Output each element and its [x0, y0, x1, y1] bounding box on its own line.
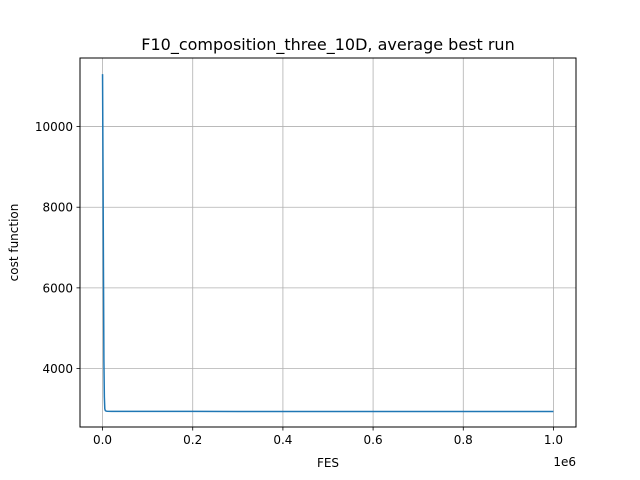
plot-lines [101, 74, 554, 413]
y-tick-label: 4000 [42, 362, 73, 376]
x-axis-offset-label: 1e6 [553, 455, 576, 469]
x-axis-label: FES [317, 456, 339, 470]
plot-frame [79, 57, 577, 428]
x-tick-label: 0.4 [273, 433, 292, 447]
y-axis-label: cost function [7, 204, 21, 282]
ticks: 0.0 0.2 0.4 0.6 0.8 1.0 4000 6000 8000 10000 [35, 120, 563, 447]
chart-title: F10_composition_three_10D, average best … [141, 35, 514, 55]
grid [80, 58, 576, 427]
y-tick-label: 8000 [42, 201, 73, 215]
x-tick-label: 0.6 [364, 433, 383, 447]
series-line [101, 74, 554, 413]
x-tick-label: 0.0 [93, 433, 112, 447]
y-tick-label: 6000 [42, 281, 73, 295]
x-tick-label: 0.2 [183, 433, 202, 447]
x-tick-label: 0.8 [454, 433, 473, 447]
y-tick-label: 10000 [35, 120, 73, 134]
x-tick-label: 1.0 [544, 433, 563, 447]
